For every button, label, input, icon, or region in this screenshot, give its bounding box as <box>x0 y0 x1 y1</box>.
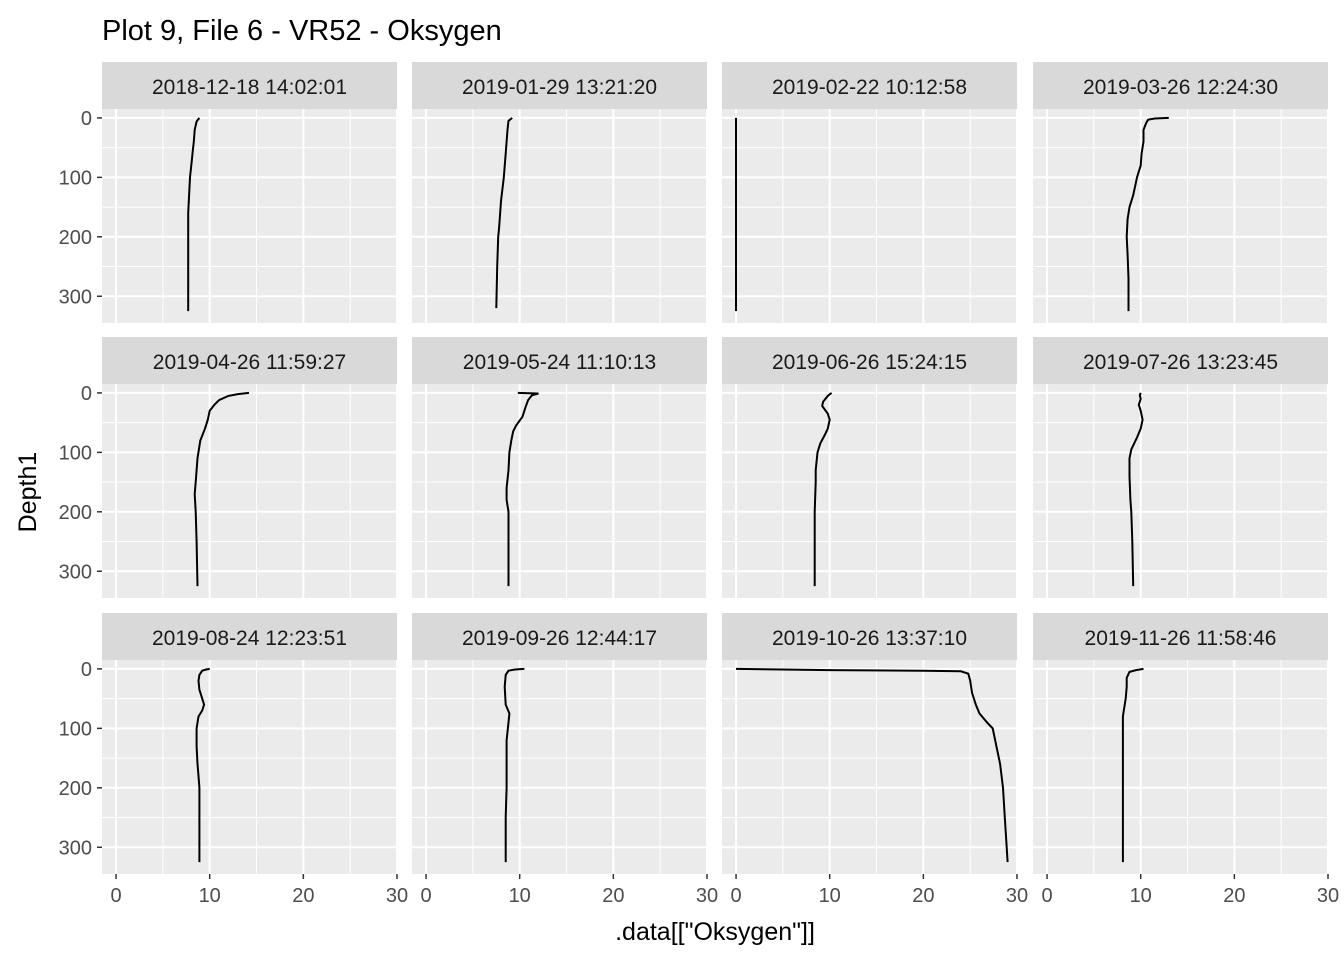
y-tick-label: 300 <box>59 561 92 583</box>
x-tick-label: 30 <box>1317 885 1339 907</box>
facet-strip <box>412 613 707 660</box>
oxygen-profile-line <box>1121 667 1144 863</box>
facet-strip <box>102 62 397 109</box>
facet-strip-label: 2019-08-24 12:23:51 <box>152 627 347 650</box>
facet-strip <box>412 337 707 384</box>
y-tick-label: 100 <box>59 442 92 464</box>
panel-background <box>1033 660 1328 874</box>
y-tick-label: 200 <box>59 502 92 524</box>
facet-panel: 2019-10-26 13:37:10 0 10 20 30 <box>722 613 1028 907</box>
facet-strip-label: 2019-10-26 13:37:10 <box>772 627 967 650</box>
panel-background <box>412 660 707 874</box>
facet-strip-label: 2019-11-26 11:58:46 <box>1085 627 1277 650</box>
panel-background <box>722 660 1017 874</box>
panel-background <box>1033 109 1328 323</box>
facet-strip-label: 2019-02-22 10:12:58 <box>772 76 967 99</box>
x-tick-label: 30 <box>1006 885 1028 907</box>
x-tick-label: 20 <box>1223 885 1245 907</box>
oxygen-profile-line <box>193 391 250 587</box>
oxygen-profile-line <box>1128 392 1144 587</box>
y-tick-label: 100 <box>59 167 92 189</box>
panel-background <box>412 109 707 323</box>
facet-strip <box>1033 613 1328 660</box>
oxygen-profile-line <box>813 392 833 587</box>
x-tick-label: 20 <box>602 885 624 907</box>
facet-strip-label: 2019-01-29 13:21:20 <box>462 76 657 99</box>
facet-strip <box>102 613 397 660</box>
x-tick-label: 20 <box>912 885 934 907</box>
x-tick-label: 30 <box>386 885 408 907</box>
y-tick-label: 200 <box>59 778 92 800</box>
facet-panel: 2019-06-26 15:24:15 <box>722 337 1018 598</box>
y-axis-title: Depth1 <box>14 452 42 533</box>
oxygen-profile-line <box>495 117 513 309</box>
oxygen-profile-line <box>505 391 539 587</box>
x-tick-label: 10 <box>1130 885 1152 907</box>
facet-strip-label: 2019-05-24 11:10:13 <box>463 351 656 374</box>
panel-background <box>1033 384 1328 598</box>
y-tick-label: 100 <box>59 718 92 740</box>
facet-panel: 2018-12-18 14:02:01 0 100 200 300 <box>59 62 398 323</box>
facet-strip <box>1033 62 1328 109</box>
x-tick-label: 10 <box>199 885 221 907</box>
facet-panel: 2019-07-26 13:23:45 <box>1033 337 1329 598</box>
facet-strip <box>102 337 397 384</box>
y-tick-label: 0 <box>81 383 92 405</box>
facet-panel: 2019-04-26 11:59:27 0 100 200 300 <box>59 337 398 598</box>
x-tick-label: 20 <box>292 885 314 907</box>
panel-background <box>102 660 397 874</box>
facet-strip-label: 2018-12-18 14:02:01 <box>152 76 347 99</box>
y-tick-label: 0 <box>81 659 92 681</box>
x-tick-label: 10 <box>509 885 531 907</box>
y-tick-label: 300 <box>59 837 92 859</box>
oxygen-profile-line <box>735 667 1009 863</box>
facet-strip <box>412 62 707 109</box>
facet-panel: 2019-11-26 11:58:46 0 10 20 30 <box>1033 613 1339 907</box>
facet-panel: 2019-08-24 12:23:51 0 100 200 300 0 10 20 30 <box>59 613 408 907</box>
x-axis-title: .data[["Oksygen"]] <box>615 918 815 946</box>
facet-strip-label: 2019-04-26 11:59:27 <box>153 351 346 374</box>
panel-background <box>102 109 397 323</box>
facet-panel: 2019-09-26 12:44:17 0 10 20 30 <box>412 613 718 907</box>
x-tick-label: 10 <box>819 885 841 907</box>
facet-strip-label: 2019-03-26 12:24:30 <box>1083 76 1278 99</box>
y-tick-label: 200 <box>59 227 92 249</box>
oxygen-profile-line <box>503 667 525 863</box>
facet-strip <box>722 62 1017 109</box>
facet-strip <box>722 337 1017 384</box>
chart-title: Plot 9, File 6 - VR52 - Oksygen <box>102 15 502 47</box>
facet-strip-label: 2019-09-26 12:44:17 <box>462 627 657 650</box>
facet-strip <box>1033 337 1328 384</box>
panel-background <box>102 384 397 598</box>
panel-background <box>412 384 707 598</box>
x-tick-label: 0 <box>730 885 741 907</box>
x-tick-label: 0 <box>110 885 121 907</box>
oxygen-profile-line <box>187 117 201 312</box>
panel-background <box>722 109 1017 323</box>
x-tick-label: 30 <box>696 885 718 907</box>
facet-panel: 2019-05-24 11:10:13 <box>412 337 708 598</box>
x-tick-label: 0 <box>420 885 431 907</box>
facet-strip <box>722 613 1017 660</box>
facet-panel: 2019-03-26 12:24:30 <box>1033 62 1329 323</box>
facet-strip-label: 2019-07-26 13:23:45 <box>1083 351 1278 374</box>
oxygen-profile-line <box>195 667 210 863</box>
facet-panel: 2019-02-22 10:12:58 <box>722 62 1018 323</box>
oxygen-profile-line <box>1125 116 1169 312</box>
facet-grid: 2018-12-18 14:02:0101002003002019-01-29 … <box>59 62 1339 907</box>
facet-panel: 2019-01-29 13:21:20 <box>412 62 708 323</box>
facet-strip-label: 2019-06-26 15:24:15 <box>772 351 967 374</box>
panel-background <box>722 384 1017 598</box>
y-tick-label: 0 <box>81 108 92 130</box>
x-tick-label: 0 <box>1041 885 1052 907</box>
y-tick-label: 300 <box>59 286 92 308</box>
